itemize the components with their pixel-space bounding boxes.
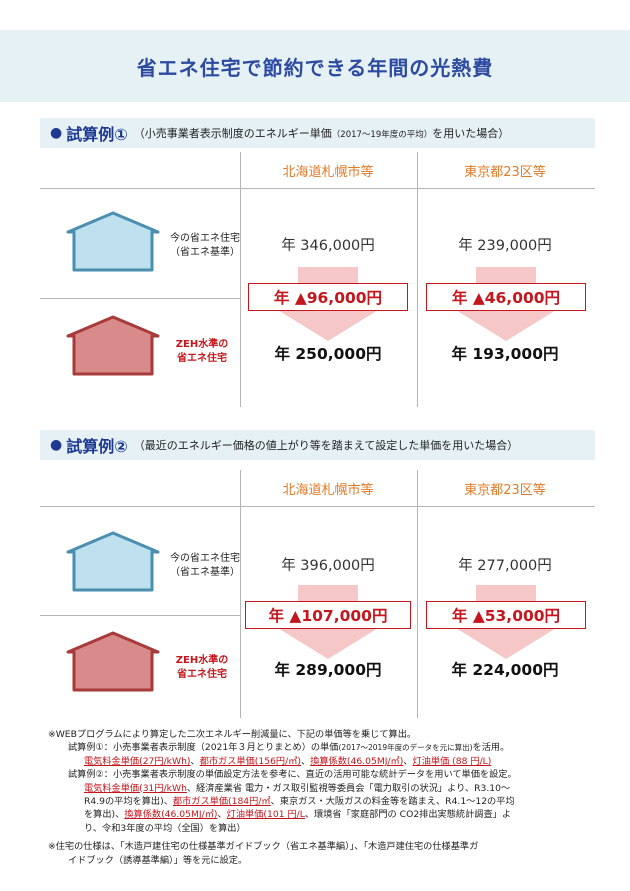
zeh-row-label: ZEH水準の 省エネ住宅 <box>175 655 229 680</box>
saving-sapporo: 年 ▲107,000円 <box>245 601 411 629</box>
current-cost-sapporo: 年 396,000円 <box>281 558 375 574</box>
case-2-heading: ● 試算例② （最近のエネルギー価格の値上がり等を踏まえて設定した単価を用いた場… <box>40 430 595 460</box>
current-cost-tokyo: 年 239,000円 <box>458 238 552 254</box>
note-case-2-line-2: R4.9の平均を算出)、都市ガス単価(184円/㎥、東京ガス・大阪ガスの料金等を… <box>84 796 515 808</box>
saving-tokyo: 年 ▲53,000円 <box>426 601 586 629</box>
zeh-cost-sapporo: 年 250,000円 <box>274 345 382 363</box>
divider <box>417 152 418 407</box>
col-tokyo: 東京都23区等 <box>464 164 546 180</box>
zeh-house-icon <box>66 631 160 692</box>
case-2-table: 北海道札幌市等 東京都23区等 今の省エネ住宅 （省エネ基準） ZEH水準の 省エネ… <box>40 470 595 718</box>
divider <box>417 470 418 718</box>
zeh-house-icon <box>66 315 160 376</box>
zeh-cost-sapporo: 年 289,000円 <box>274 661 382 679</box>
divider <box>40 506 595 507</box>
case-1-label: 試算例① <box>66 125 128 144</box>
note-2: ※住宅の仕様は、「木造戸建住宅の仕様基準ガイドブック（省エネ基準編）」、「木造戸… <box>48 841 479 853</box>
current-cost-tokyo: 年 277,000円 <box>458 558 552 574</box>
saving-sapporo: 年 ▲96,000円 <box>248 283 408 311</box>
note-case-2-line-4: り、令和3年度の平均（全国）を算出） <box>84 822 246 834</box>
note-case-1: 試算例①：小売事業者表示制度（2021年３月とりまとめ）の単価(2017～201… <box>68 742 510 754</box>
col-sapporo: 北海道札幌市等 <box>282 482 374 498</box>
current-house-icon <box>66 211 160 272</box>
current-row-label: 今の省エネ住宅 （省エネ基準） <box>170 233 240 258</box>
note-case-2-line-1: 電気料金単価(31円/kWh、経済産業省 電力・ガス取引監視等委員会「電力取引の… <box>84 782 511 794</box>
divider <box>240 152 241 407</box>
page-header: 省エネ住宅で節約できる年間の光熱費 <box>0 30 630 102</box>
divider <box>40 298 240 299</box>
zeh-cost-tokyo: 年 193,000円 <box>451 345 559 363</box>
case-1-description: （小売事業者表示制度のエネルギー単価（2017～19年度の平均）を用いた場合） <box>133 127 510 140</box>
bullet-icon: ● <box>50 125 63 141</box>
footnotes: ※WEBプログラムにより算定した二次エネルギー削減量に、下記の単価等を乗じて算出… <box>48 728 593 867</box>
note-2-cont: イドブック（誘導基準編）」等を元に設定。 <box>68 854 248 866</box>
case-1-table: 北海道札幌市等 東京都23区等 今の省エネ住宅 （省エネ基準） ZEH水準の 省エネ… <box>40 152 595 407</box>
current-cost-sapporo: 年 346,000円 <box>281 238 375 254</box>
current-house-icon <box>66 531 160 592</box>
note-case-2: 試算例②：小売事業者表示制度の単価設定方法を参考に、直近の活用可能な統計データを… <box>68 769 517 781</box>
zeh-row-label: ZEH水準の 省エネ住宅 <box>175 339 229 364</box>
col-tokyo: 東京都23区等 <box>464 482 546 498</box>
bullet-icon: ● <box>50 437 63 453</box>
note-case-2-line-3: を算出)、換算係数(46.05MJ/㎥)、灯油単価(101 円/L、環境省「家庭… <box>84 809 512 821</box>
divider <box>40 188 595 189</box>
divider <box>240 470 241 718</box>
page-title: 省エネ住宅で節約できる年間の光熱費 <box>136 55 494 80</box>
case-2-description: （最近のエネルギー価格の値上がり等を踏まえて設定した単価を用いた場合） <box>133 439 519 452</box>
saving-tokyo: 年 ▲46,000円 <box>426 283 586 311</box>
case-1-heading: ● 試算例① （小売事業者表示制度のエネルギー単価（2017～19年度の平均）を… <box>40 118 595 148</box>
col-sapporo: 北海道札幌市等 <box>282 164 374 180</box>
current-row-label: 今の省エネ住宅 （省エネ基準） <box>170 553 240 578</box>
case-2-label: 試算例② <box>66 437 128 456</box>
divider <box>40 615 240 616</box>
note-1: ※WEBプログラムにより算定した二次エネルギー削減量に、下記の単価等を乗じて算出… <box>48 729 417 740</box>
note-case-1-units: 電気料金単価(27円/kWh)、都市ガス単価(156円/㎥)、換算係数(46.0… <box>84 755 492 767</box>
zeh-cost-tokyo: 年 224,000円 <box>451 661 559 679</box>
